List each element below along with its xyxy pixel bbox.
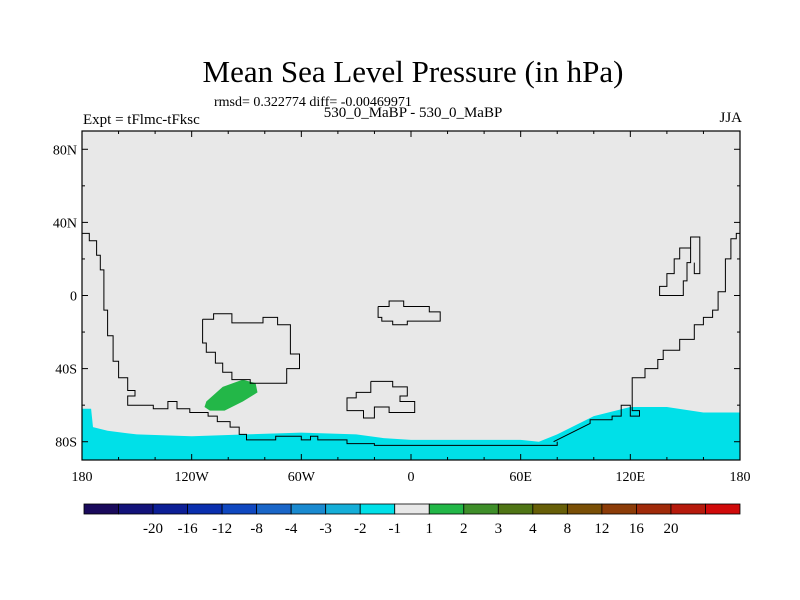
x-tick-label-1: 120W <box>175 470 210 485</box>
chart-title: Mean Sea Level Pressure (in hPa) <box>202 54 624 89</box>
negative-anomaly-south-pacific <box>82 407 740 460</box>
experiment-label: Expt = tFlmc-tFksc <box>83 112 200 128</box>
y-tick-label-3: 40S <box>55 363 77 378</box>
colorbar-label-14: 16 <box>629 521 645 537</box>
y-tick-label-0: 80N <box>53 143 77 158</box>
x-tick-label-2: 60W <box>288 470 316 485</box>
season-label: JJA <box>719 110 742 126</box>
colorbar-swatch-0 <box>83 503 119 515</box>
colorbar-label-10: 3 <box>495 521 503 537</box>
stats-label: rmsd= 0.322774 diff= -0.00469971 <box>214 95 412 110</box>
coastline-west-continent <box>82 232 558 446</box>
colorbar-swatch-11 <box>463 503 499 515</box>
x-tick-label-6: 180 <box>730 470 751 485</box>
coastline-atlantic-island-north <box>377 300 441 326</box>
colorbar-swatch-1 <box>118 503 154 515</box>
colorbar-swatch-18 <box>705 503 741 515</box>
colorbar-label-7: -1 <box>388 521 401 537</box>
colorbar-swatch-6 <box>290 503 327 515</box>
colorbar-swatch-15 <box>601 503 637 515</box>
colorbar-label-6: -2 <box>354 521 367 537</box>
colorbar-swatch-8 <box>359 503 396 515</box>
colorbar: -20 -16 -12 -8 -4 -3 -2 -1 1 2 3 4 8 12 16 20 <box>83 503 741 537</box>
x-tick-label-0: 180 <box>72 470 93 485</box>
colorbar-label-2: -12 <box>212 521 232 537</box>
colorbar-swatch-7 <box>325 503 361 515</box>
colorbar-swatch-9 <box>394 503 430 515</box>
y-tick-label-4: 80S <box>55 436 77 451</box>
colorbar-label-12: 8 <box>564 521 572 537</box>
x-tick-label-4: 60E <box>509 470 532 485</box>
colorbar-swatch-14 <box>566 503 603 515</box>
colorbar-label-3: -8 <box>250 521 263 537</box>
map-plot-area <box>82 131 740 460</box>
colorbar-swatch-3 <box>187 503 223 515</box>
colorbar-label-5: -3 <box>319 521 332 537</box>
colorbar-label-15: 20 <box>663 521 678 537</box>
colorbar-swatch-17 <box>670 503 706 515</box>
coastline-island-a <box>659 236 701 296</box>
x-tick-label-5: 120E <box>616 470 646 485</box>
positive-anomaly-south-america <box>204 379 258 411</box>
colorbar-swatch-12 <box>497 503 534 515</box>
colorbar-label-13: 12 <box>594 521 609 537</box>
colorbar-swatch-10 <box>428 503 465 515</box>
colorbar-swatch-13 <box>532 503 568 515</box>
colorbar-label-0: -20 <box>143 521 163 537</box>
y-tick-label-2: 0 <box>70 290 77 305</box>
colorbar-swatch-16 <box>636 503 672 515</box>
colorbar-label-11: 4 <box>529 521 537 537</box>
coastline-atlantic-island-south <box>346 380 416 419</box>
coastline-south-america-shape <box>202 313 300 384</box>
colorbar-label-1: -16 <box>178 521 198 537</box>
colorbar-label-9: 2 <box>460 521 468 537</box>
colorbar-swatch-2 <box>152 503 188 515</box>
map-axes: 180 120W 60W 0 60E 120E 180 80N 40N 0 40S 80S <box>53 130 751 485</box>
colorbar-swatch-4 <box>221 503 258 515</box>
colorbar-label-4: -4 <box>285 521 298 537</box>
colorbar-label-8: 1 <box>426 521 434 537</box>
chart-subtitle: 530_0_MaBP - 530_0_MaBP <box>323 105 503 121</box>
coastline-east-continent <box>553 232 740 443</box>
y-tick-label-1: 40N <box>53 216 77 231</box>
colorbar-swatch-5 <box>256 503 292 515</box>
x-tick-label-3: 0 <box>408 470 415 485</box>
